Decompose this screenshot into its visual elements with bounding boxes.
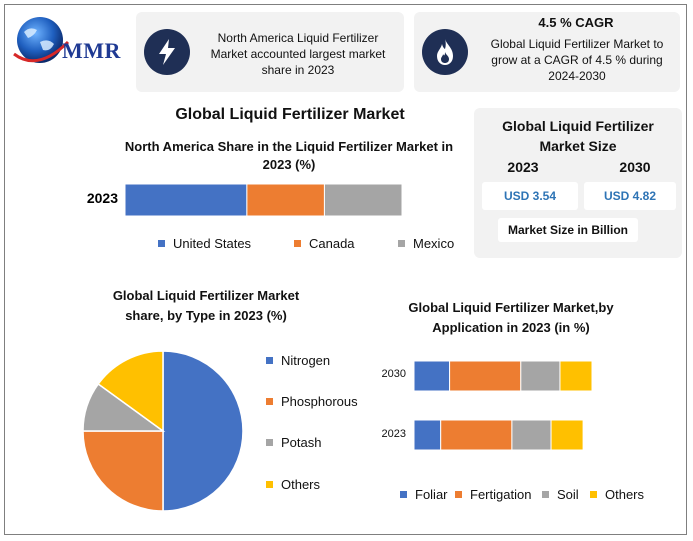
legend-label: Foliar xyxy=(415,487,448,502)
pie-slice-phosphorous xyxy=(82,430,164,512)
infographic-frame xyxy=(4,4,687,535)
chart3-legend-others: Others xyxy=(590,487,644,502)
pie-slice-nitrogen xyxy=(162,350,244,512)
bar-segment-mexico xyxy=(323,183,403,217)
legend-label: Nitrogen xyxy=(281,353,331,368)
legend-label: United States xyxy=(173,236,252,251)
chart1-plot xyxy=(125,183,403,217)
chart2-legend-phosphorous: Phosphorous xyxy=(266,394,358,409)
info-card-cagr: 4.5 % CAGR Global Liquid Fertilizer Mark… xyxy=(414,12,680,92)
legend-swatch xyxy=(266,357,273,364)
globe-icon xyxy=(13,17,70,63)
north-america-note: North America Liquid Fertilizer Market a… xyxy=(210,31,386,77)
flame-icon-badge xyxy=(422,29,468,75)
cagr-note: Global Liquid Fertilizer Market to grow … xyxy=(490,37,664,83)
market-size-panel: Global Liquid Fertilizer Market Size 202… xyxy=(474,108,682,258)
legend-label: Others xyxy=(281,477,321,492)
market-size-title: Global Liquid Fertilizer Market Size xyxy=(502,118,654,154)
year-2023-label: 2023 xyxy=(507,159,539,175)
chart1-legend-united-states: United States xyxy=(158,236,251,251)
chart3-legend-soil: Soil xyxy=(542,487,579,502)
legend-label: Canada xyxy=(309,236,355,251)
chart3-plot xyxy=(414,360,593,451)
legend-swatch xyxy=(542,491,549,498)
bar-segment-united-states xyxy=(125,183,248,217)
chart2-legend-potash: Potash xyxy=(266,435,321,450)
legend-swatch xyxy=(266,481,273,488)
chart3-category-label-2023: 2023 xyxy=(381,428,406,440)
chart2-legend-others: Others xyxy=(266,477,320,492)
legend-swatch xyxy=(400,491,407,498)
chart2-legend-nitrogen: Nitrogen xyxy=(266,353,330,368)
cagr-title: 4.5 % CAGR xyxy=(538,15,614,30)
info-card-north-america: North America Liquid Fertilizer Market a… xyxy=(136,12,404,92)
chart1-legend-mexico: Mexico xyxy=(398,236,454,251)
bar-segment-2023-fertigation xyxy=(440,419,513,451)
lightning-icon xyxy=(159,39,175,65)
bar-segment-2030-others xyxy=(559,360,593,392)
bar-segment-2023-others xyxy=(550,419,584,451)
bar-segment-2030-fertigation xyxy=(449,360,522,392)
legend-label: Potash xyxy=(281,435,322,450)
bar-segment-2030-foliar xyxy=(414,360,451,392)
flame-icon xyxy=(437,39,453,65)
bar-segment-2023-foliar xyxy=(414,419,442,451)
legend-swatch xyxy=(590,491,597,498)
legend-label: Mexico xyxy=(413,236,455,251)
legend-swatch xyxy=(158,240,165,247)
legend-label: Soil xyxy=(557,487,579,502)
legend-swatch xyxy=(398,240,405,247)
legend-swatch xyxy=(294,240,301,247)
pie-slice-others xyxy=(97,350,164,433)
chart2-title: Global Liquid Fertilizer Market share, b… xyxy=(112,288,300,323)
legend-swatch xyxy=(266,439,273,446)
chart3-legend-foliar: Foliar xyxy=(400,487,448,502)
main-title: Global Liquid Fertilizer Market xyxy=(175,106,405,123)
chart2-plot xyxy=(82,350,244,512)
legend-label: Phosphorous xyxy=(281,394,358,409)
legend-swatch xyxy=(266,398,273,405)
chart1-title: North America Share in the Liquid Fertil… xyxy=(124,139,454,172)
chart3-legend-fertigation: Fertigation xyxy=(455,487,531,502)
value-2023: USD 3.54 xyxy=(482,182,578,210)
chart3-title: Global Liquid Fertilizer Market,by Appli… xyxy=(408,300,614,335)
lightning-icon-badge xyxy=(144,29,190,75)
chart3-category-label-2030: 2030 xyxy=(381,368,406,380)
chart1-category-label: 2023 xyxy=(86,190,118,206)
mmr-logo: MMR xyxy=(10,12,135,74)
legend-label: Others xyxy=(605,487,645,502)
legend-label: Fertigation xyxy=(470,487,532,502)
chart1-legend-canada: Canada xyxy=(294,236,355,251)
year-2030-label: 2030 xyxy=(619,159,651,175)
bar-segment-2030-soil xyxy=(520,360,561,392)
value-2030: USD 4.82 xyxy=(584,182,676,210)
legend-swatch xyxy=(455,491,462,498)
market-size-unit: Market Size in Billion xyxy=(498,218,638,242)
bar-segment-2023-soil xyxy=(511,419,552,451)
bar-segment-canada xyxy=(246,183,325,217)
logo-text: MMR xyxy=(62,38,121,63)
